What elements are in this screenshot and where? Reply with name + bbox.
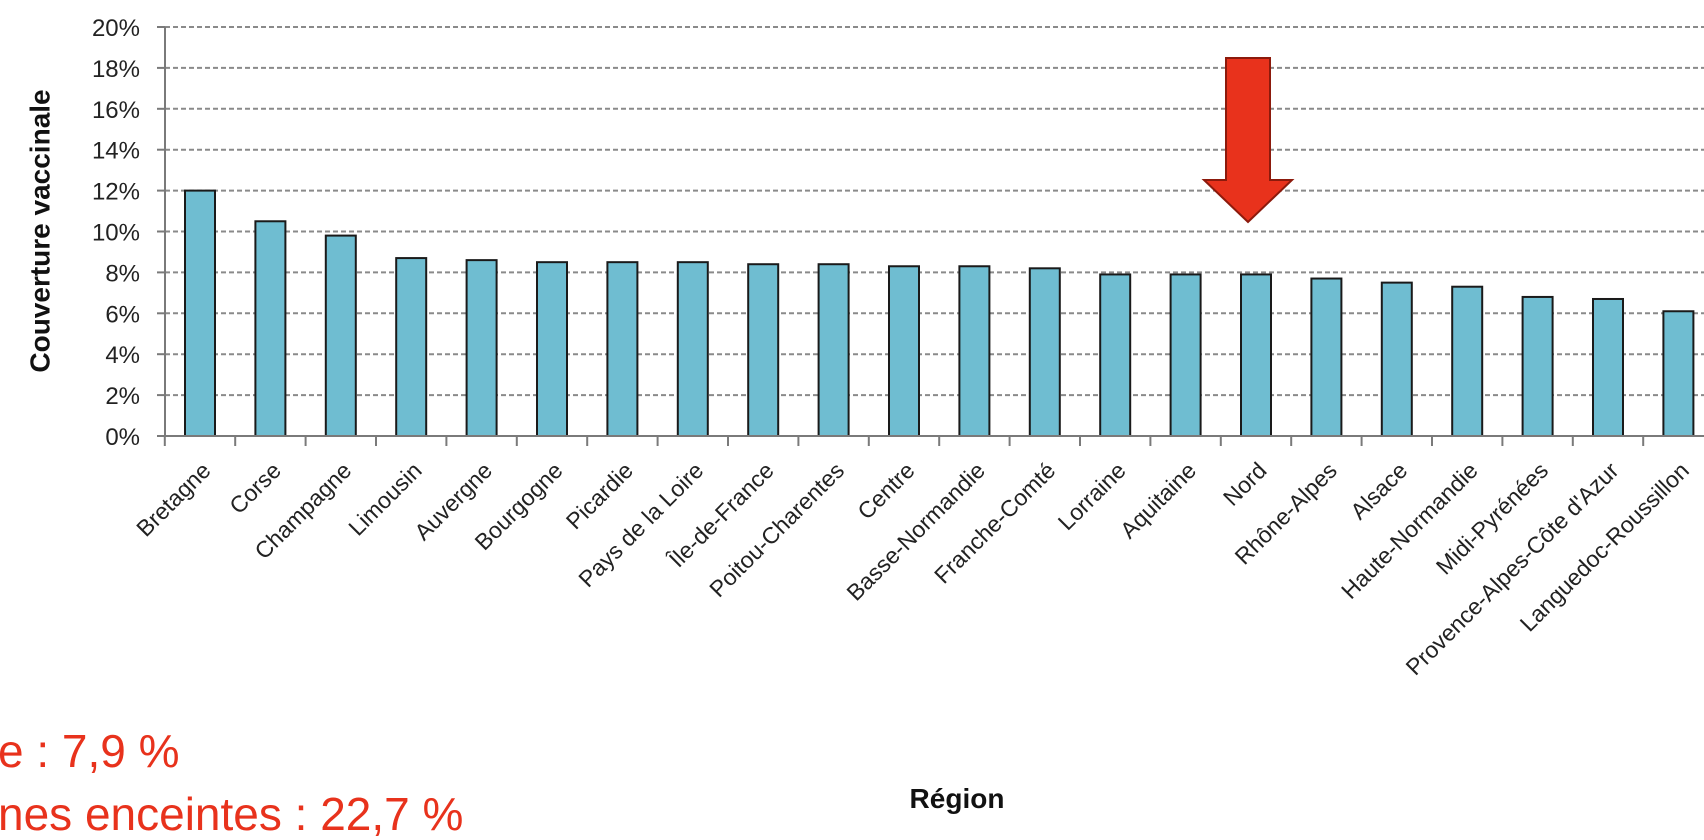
y-tick-label: 6%: [105, 301, 140, 328]
bar-chart: 0% 2% 4% 6% 8% 10% 12% 14% 16% 18% 20% Bretagne Cor…: [24, 15, 1704, 814]
bar-languedoc-roussillon: [1662, 310, 1695, 438]
bar-nord: [1240, 273, 1272, 437]
y-tick-label: 4%: [105, 342, 140, 369]
x-tick-label: Pays de la Loire: [573, 457, 708, 592]
x-tick-labels: Bretagne CorseChampagneLimousinAuvergneBo…: [131, 436, 1694, 680]
bar-bourgogne: [536, 261, 568, 437]
y-tick-label: 14%: [92, 138, 140, 165]
y-tick-label: 20%: [92, 15, 140, 42]
bar-centre: [888, 265, 920, 438]
note-line-2: nes enceintes : 22,7 %: [0, 788, 464, 840]
x-tick-label: Centre: [852, 457, 919, 524]
x-tick-label: Aquitaine: [1115, 457, 1201, 543]
bars: [184, 189, 1695, 438]
note-line-1: e : 7,9 %: [0, 725, 180, 777]
bar-midi-pyr-n-es: [1521, 295, 1554, 437]
y-tick-label: 0%: [105, 424, 140, 451]
x-tick-label: Franche-Comté: [929, 457, 1060, 588]
y-tick-label: 18%: [92, 56, 140, 83]
bar-corse: [254, 220, 287, 437]
highlight-arrow: [1201, 57, 1295, 224]
x-tick-label: Poitou-Charentes: [704, 457, 849, 602]
bar-poitou-charentes: [817, 263, 850, 437]
x-axis-title: Région: [910, 783, 1005, 814]
y-tick-label: 2%: [105, 383, 140, 410]
y-tick-labels: 0% 2% 4% 6% 8% 10% 12% 14% 16% 18% 20%: [92, 15, 140, 451]
bar-limousin: [395, 257, 428, 437]
bar-aquitaine: [1169, 273, 1202, 437]
y-tick-label: 16%: [92, 97, 140, 124]
bar-bretagne: [184, 189, 216, 437]
bar-rh-ne-alpes: [1310, 277, 1343, 437]
y-tick-label: 8%: [105, 260, 140, 287]
bar-basse-normandie: [958, 265, 991, 438]
bar-alsace: [1380, 281, 1413, 437]
y-tick-label: 10%: [92, 220, 140, 247]
bar-auvergne: [465, 259, 498, 437]
bar-provence-alpes-c-te-d-azur: [1592, 297, 1624, 437]
bar-haute-normandie: [1451, 285, 1484, 437]
y-tick-label: 12%: [92, 179, 140, 206]
bar-franche-comt-: [1028, 267, 1061, 437]
y-axis-title: Couverture vaccinale: [24, 89, 55, 372]
bar--le-de-france: [747, 263, 780, 437]
bar-champagne: [324, 234, 357, 437]
x-tick-label: Corse: [224, 457, 286, 519]
bar-picardie: [606, 261, 639, 437]
bar-pays-de-la-loire: [676, 261, 709, 437]
x-tick-label: Nord: [1218, 457, 1272, 511]
x-tick-label: Alsace: [1345, 457, 1412, 524]
x-tick-label: Bretagne: [131, 457, 215, 541]
bar-lorraine: [1099, 273, 1132, 437]
